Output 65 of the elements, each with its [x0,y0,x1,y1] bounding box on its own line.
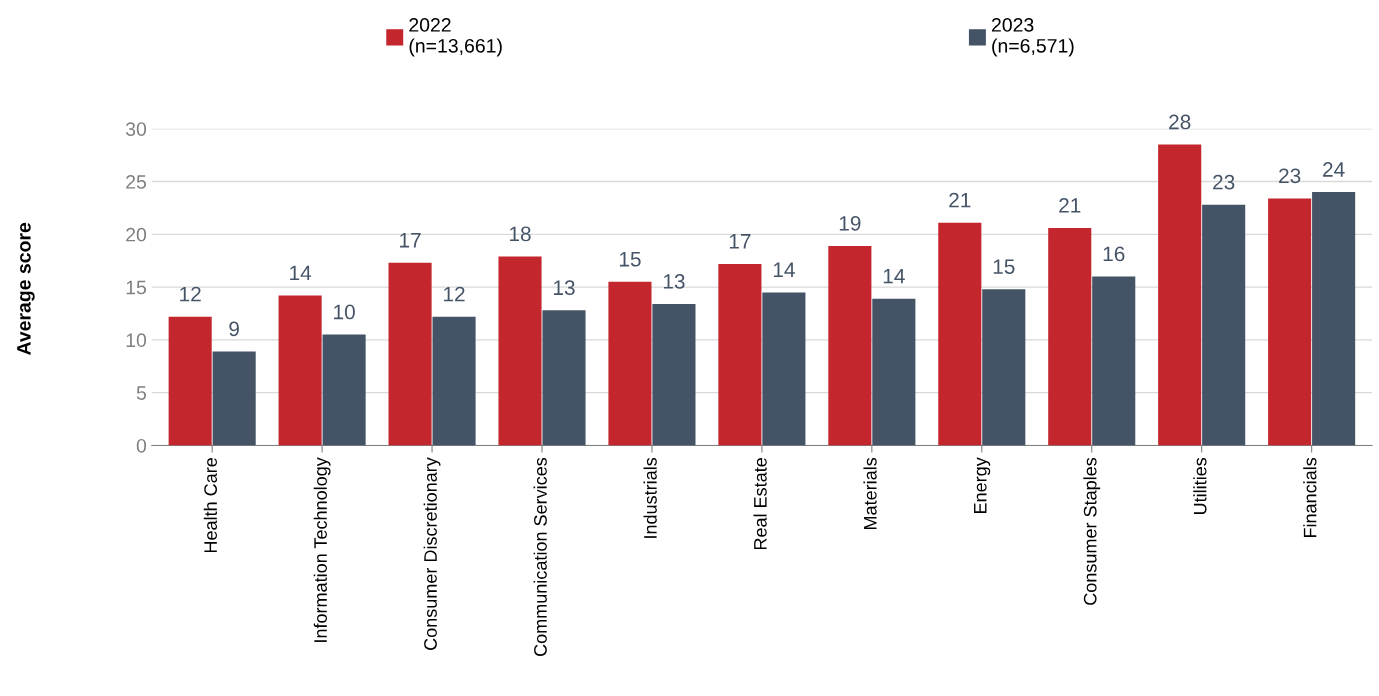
bar [982,289,1026,446]
data-label: 17 [400,233,421,248]
data-label: 23 [1279,168,1301,184]
bar [322,334,366,446]
y-tick-label: 20 [126,227,147,242]
bar [278,295,322,446]
x-tick-label: Energy [974,457,991,513]
y-tick-label: 25 [126,175,147,189]
y-axis-title: Average score [17,222,35,355]
x-tick-label: Information Technology [313,457,331,642]
data-label: 15 [993,259,1015,274]
bar [872,298,916,446]
bar [1312,192,1356,446]
bar [432,316,476,446]
x-tick-label: Consumer Discretionary [423,457,441,650]
data-label: 19 [839,215,861,231]
x-tick-label: Materials [863,457,877,530]
data-label: 10 [334,304,355,320]
y-tick-label: 10 [126,333,147,348]
data-label: 14 [290,265,312,281]
data-label: 13 [663,274,685,289]
data-label: 15 [619,252,641,267]
data-label: 23 [1213,174,1235,190]
data-label: 17 [729,234,751,249]
bar [212,351,256,446]
data-label: 24 [1323,162,1345,177]
data-label: 14 [883,268,905,284]
bar [1092,276,1136,446]
y-tick-label: 30 [125,122,147,136]
data-label: 21 [949,192,971,208]
y-tick-label: 5 [136,386,147,400]
data-label: 13 [554,280,575,296]
bar [388,262,432,446]
bar [168,316,212,446]
bar [1202,204,1246,446]
data-label: 28 [1169,114,1191,130]
bar [938,222,982,446]
x-tick-label: Real Estate [753,458,767,550]
x-tick-label: Industrials [643,457,657,538]
x-tick-label: Health Care [203,458,218,553]
bar [1268,198,1312,446]
bar [1048,227,1092,446]
data-label: 16 [1103,246,1125,262]
bar [1158,144,1202,446]
y-tick-label: 15 [126,280,147,295]
legend-label: 2022 (n=13,661) [409,18,502,57]
data-label: 18 [510,226,531,242]
bar [608,281,652,446]
x-tick-label: Financials [1303,457,1317,538]
legend-label: 2023 (n=6,571) [991,18,1074,57]
bar [652,303,696,446]
data-label: 21 [1059,198,1081,213]
x-tick-label: Consumer Staples [1083,457,1101,605]
data-label: 14 [773,262,795,277]
data-label: 9 [229,321,239,337]
data-label: 12 [180,286,201,302]
bar [828,245,872,446]
data-label: 12 [444,286,465,302]
bar [498,256,542,446]
bar [762,292,806,446]
y-tick-label: 0 [136,438,147,453]
x-tick-label: Utilities [1193,457,1207,515]
bar [542,310,586,446]
x-tick-label: Communication Services [533,457,547,657]
bar [718,263,762,446]
